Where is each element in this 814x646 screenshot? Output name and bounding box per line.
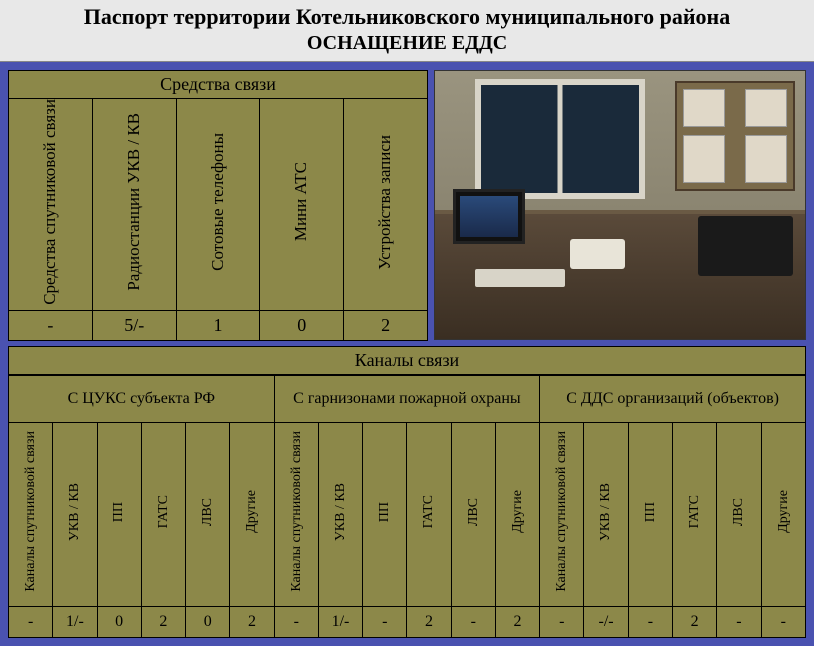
means-header: Средства связи bbox=[9, 71, 428, 99]
channels-subcol-4: ЛВС bbox=[186, 422, 230, 606]
channels-val-1: 1/- bbox=[53, 606, 97, 637]
channels-val-17: - bbox=[761, 606, 805, 637]
page-title: Паспорт территории Котельниковского муни… bbox=[0, 4, 814, 30]
channels-subcol-8: ПП bbox=[363, 422, 407, 606]
channels-group-0: С ЦУКС субъекта РФ bbox=[9, 376, 275, 423]
means-table: Средства связи Средства спутниковой связ… bbox=[8, 70, 428, 341]
channels-subcol-14: ПП bbox=[628, 422, 672, 606]
channels-subcol-13: УКВ / КВ bbox=[584, 422, 628, 606]
channels-val-11: 2 bbox=[495, 606, 539, 637]
channels-subcol-0: Каналы спутниковой связи bbox=[9, 422, 53, 606]
channels-box: Каналы связи С ЦУКС субъекта РФ С гарниз… bbox=[8, 346, 806, 638]
channels-val-0: - bbox=[9, 606, 53, 637]
channels-group-1: С гарнизонами пожарной охраны bbox=[274, 376, 540, 423]
channels-subcol-11: Другие bbox=[495, 422, 539, 606]
channels-subcol-6: Каналы спутниковой связи bbox=[274, 422, 318, 606]
channels-val-7: 1/- bbox=[318, 606, 362, 637]
channels-val-15: 2 bbox=[672, 606, 716, 637]
means-val-2: 1 bbox=[176, 310, 260, 340]
office-photo bbox=[434, 70, 806, 340]
channels-val-9: 2 bbox=[407, 606, 451, 637]
content-frame: Средства связи Средства спутниковой связ… bbox=[0, 62, 814, 646]
channels-subcol-9: ГАТС bbox=[407, 422, 451, 606]
channels-group-2: С ДДС организаций (объектов) bbox=[540, 376, 806, 423]
channels-val-2: 0 bbox=[97, 606, 141, 637]
channels-subcol-5: Другие bbox=[230, 422, 274, 606]
page-subtitle: ОСНАЩЕНИЕ ЕДДС bbox=[0, 30, 814, 59]
means-val-4: 2 bbox=[344, 310, 428, 340]
means-val-3: 0 bbox=[260, 310, 344, 340]
means-val-0: - bbox=[9, 310, 93, 340]
channels-val-10: - bbox=[451, 606, 495, 637]
channels-val-5: 2 bbox=[230, 606, 274, 637]
channels-val-8: - bbox=[363, 606, 407, 637]
channels-subcol-1: УКВ / КВ bbox=[53, 422, 97, 606]
title-bar: Паспорт территории Котельниковского муни… bbox=[0, 0, 814, 62]
channels-subcol-7: УКВ / КВ bbox=[318, 422, 362, 606]
channels-subcol-17: Другие bbox=[761, 422, 805, 606]
channels-val-13: -/- bbox=[584, 606, 628, 637]
channels-table: С ЦУКС субъекта РФ С гарнизонами пожарно… bbox=[8, 375, 806, 638]
channels-val-6: - bbox=[274, 606, 318, 637]
channels-subcol-10: ЛВС bbox=[451, 422, 495, 606]
channels-val-14: - bbox=[628, 606, 672, 637]
channels-header: Каналы связи bbox=[8, 346, 806, 375]
channels-subcol-16: ЛВС bbox=[717, 422, 761, 606]
channels-val-16: - bbox=[717, 606, 761, 637]
means-col-0: Средства спутниковой связи bbox=[9, 99, 93, 311]
channels-val-4: 0 bbox=[186, 606, 230, 637]
means-col-1: Радиостанции УКВ / КВ bbox=[92, 99, 176, 311]
means-col-3: Мини АТС bbox=[260, 99, 344, 311]
channels-subcol-3: ГАТС bbox=[141, 422, 185, 606]
means-val-1: 5/- bbox=[92, 310, 176, 340]
channels-val-3: 2 bbox=[141, 606, 185, 637]
means-col-2: Сотовые телефоны bbox=[176, 99, 260, 311]
channels-val-12: - bbox=[540, 606, 584, 637]
channels-subcol-15: ГАТС bbox=[672, 422, 716, 606]
means-col-4: Устройства записи bbox=[344, 99, 428, 311]
channels-subcol-12: Каналы спутниковой связи bbox=[540, 422, 584, 606]
channels-subcol-2: ПП bbox=[97, 422, 141, 606]
